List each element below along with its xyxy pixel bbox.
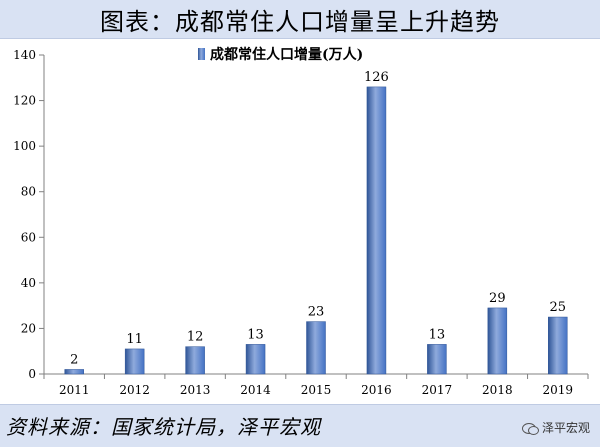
data-label: 11 xyxy=(126,332,143,347)
data-label: 13 xyxy=(247,327,264,342)
bar xyxy=(245,344,266,375)
bar xyxy=(366,86,387,375)
x-tick-label: 2015 xyxy=(301,383,332,397)
y-axis: 0 20 40 60 80 100 120 140 xyxy=(13,48,45,381)
y-tick-label: 120 xyxy=(13,94,36,108)
bar xyxy=(306,321,326,375)
x-tick-label: 2011 xyxy=(59,383,90,397)
data-label: 29 xyxy=(489,291,506,306)
footer: 资料来源：国家统计局，泽平宏观 泽平宏观 xyxy=(0,404,600,447)
legend-label: 成都常住人口增量(万人) xyxy=(210,46,363,63)
y-tick-label: 80 xyxy=(21,185,36,199)
bar xyxy=(427,344,447,375)
y-tick-label: 140 xyxy=(13,48,36,62)
bar xyxy=(548,316,568,375)
brand: 泽平宏观 xyxy=(521,419,590,436)
bar xyxy=(487,307,508,375)
legend-swatch xyxy=(198,48,205,60)
x-tick-label: 2019 xyxy=(543,383,574,397)
y-tick-label: 60 xyxy=(21,230,36,244)
data-label: 25 xyxy=(550,300,567,315)
bar xyxy=(124,348,145,375)
y-tick-label: 100 xyxy=(13,139,36,153)
x-tick-label: 2018 xyxy=(482,383,513,397)
x-tick-label: 2013 xyxy=(180,383,211,397)
bar xyxy=(185,346,205,375)
brand-name: 泽平宏观 xyxy=(541,421,590,435)
source-note: 资料来源：国家统计局，泽平宏观 xyxy=(6,415,321,439)
data-label: 23 xyxy=(308,305,325,320)
chart-title: 图表：成都常住人口增量呈上升趋势 xyxy=(100,7,500,36)
data-label: 2 xyxy=(70,352,78,367)
data-label: 12 xyxy=(187,330,204,345)
x-axis: 2011 2012 2013 2014 2015 2016 2017 2018 2019 xyxy=(43,373,589,397)
x-tick-label: 2012 xyxy=(119,383,150,397)
data-label: 13 xyxy=(429,327,446,342)
y-tick-label: 20 xyxy=(21,321,36,335)
wechat-icon xyxy=(521,421,539,435)
title-bar: 图表：成都常住人口增量呈上升趋势 xyxy=(0,0,600,39)
bars xyxy=(64,86,568,375)
y-tick-label: 40 xyxy=(21,276,36,290)
x-tick-label: 2016 xyxy=(361,383,392,397)
bar xyxy=(64,369,84,375)
x-tick-label: 2014 xyxy=(240,383,271,397)
data-labels: 2 11 12 13 23 126 13 29 25 xyxy=(70,70,566,368)
x-tick-label: 2017 xyxy=(422,383,453,397)
legend: 成都常住人口增量(万人) xyxy=(198,46,363,63)
y-tick-label: 0 xyxy=(28,367,36,381)
data-label: 126 xyxy=(364,70,389,85)
